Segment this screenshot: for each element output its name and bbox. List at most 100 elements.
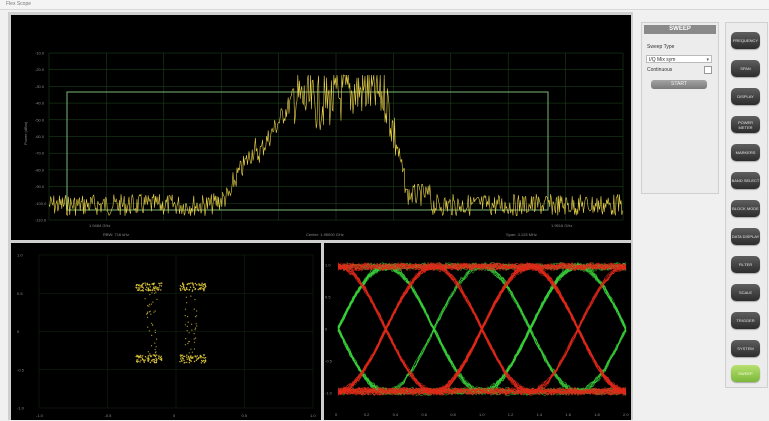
- eye-y-tick: 1.0: [325, 263, 331, 268]
- constellation-point: [140, 354, 142, 357]
- constellation-point: [203, 290, 205, 292]
- constellation-point: [140, 356, 142, 358]
- constellation-point: [136, 355, 139, 358]
- span-button[interactable]: SPAN: [731, 60, 760, 77]
- constellation-point: [193, 333, 195, 335]
- constellation-point: [196, 325, 198, 327]
- constellation-point: [200, 357, 202, 359]
- block-mode-button[interactable]: BLOCK MODE: [731, 200, 760, 217]
- constellation-point: [137, 284, 139, 286]
- eye-x-tick: 0.6: [421, 412, 427, 417]
- constellation-point: [146, 313, 148, 315]
- constellation-point: [147, 311, 149, 313]
- constellation-point: [160, 289, 162, 291]
- scale-button[interactable]: SCALE: [731, 284, 760, 301]
- constellation-point: [135, 355, 137, 358]
- constellation-point: [183, 286, 185, 288]
- filter-button[interactable]: FILTER: [731, 256, 760, 273]
- constellation-point: [191, 323, 193, 325]
- constellation-point: [150, 313, 152, 315]
- constellation-point: [148, 283, 151, 286]
- constellation-point: [145, 289, 147, 291]
- spectrum-span: Span: 3.125 MHz: [506, 232, 537, 237]
- constellation-point: [194, 282, 196, 285]
- constellation-point: [187, 315, 189, 318]
- trigger-button[interactable]: TRIGGER: [731, 312, 760, 329]
- frequency-button[interactable]: FREQUENCY: [731, 32, 760, 49]
- constellation-point: [147, 355, 149, 357]
- constellation-point: [186, 302, 188, 304]
- constellation-point: [138, 289, 140, 292]
- sweep-type-select[interactable]: I/Q Mix sym ▾: [646, 55, 712, 63]
- constellation-point: [195, 359, 197, 362]
- data-display-button[interactable]: DATA DISPLAY: [731, 228, 760, 245]
- constellation-point: [195, 356, 197, 358]
- constellation-point: [138, 288, 141, 290]
- display-button[interactable]: DISPLAY: [731, 88, 760, 105]
- eye-x-tick: 1.2: [508, 412, 514, 417]
- start-button[interactable]: START: [651, 80, 707, 89]
- constellation-point: [156, 288, 158, 290]
- constellation-point: [180, 358, 182, 360]
- constellation-plot[interactable]: 1.0 0.5 0 -0.5 -1.0 -1.0 -0.5 0 0.5 1.0: [11, 243, 321, 420]
- constellation-x-ticks: -1.0 -0.5 0 0.5 1.0: [36, 413, 316, 418]
- constellation-point: [154, 310, 156, 312]
- spectrum-grid: [48, 52, 624, 221]
- constellation-point: [190, 355, 192, 357]
- spectrum-y-tick: -80.0: [35, 167, 45, 172]
- constellation-point: [190, 282, 192, 284]
- eye-x-tick: 0.2: [364, 412, 370, 417]
- constellation-point: [158, 356, 160, 358]
- constellation-point: [179, 285, 182, 287]
- constellation-point: [160, 358, 163, 360]
- eye-x-tick: 2.0: [623, 412, 629, 417]
- constellation-point: [188, 358, 190, 360]
- sweep-button[interactable]: SWEEP: [731, 365, 760, 382]
- constellation-point: [147, 326, 149, 328]
- constellation-point: [135, 285, 137, 287]
- constellation-point: [146, 357, 148, 359]
- constellation-point: [198, 283, 200, 285]
- constellation-point: [136, 354, 138, 356]
- constellation-point: [194, 299, 196, 301]
- constellation-point: [199, 355, 202, 358]
- eye-trace: [337, 386, 627, 397]
- constellation-point: [200, 286, 202, 289]
- eye-x-tick: 1.6: [565, 412, 571, 417]
- eye-x-tick: 1.8: [594, 412, 600, 417]
- constellation-point: [141, 357, 144, 359]
- constellation-point: [149, 353, 151, 355]
- band-select-button[interactable]: BAND SELECT: [731, 172, 760, 189]
- spectrum-right-freq: 1.9516 GHz: [551, 223, 572, 228]
- constellation-point: [184, 355, 186, 358]
- sweep-type-value: I/Q Mix sym: [649, 57, 676, 63]
- constellation-point: [152, 354, 154, 356]
- markers-button[interactable]: MARKERS: [731, 144, 760, 161]
- constellation-point: [187, 355, 190, 358]
- power-meter-button[interactable]: POWER METER: [731, 116, 760, 133]
- constellation-point: [149, 361, 152, 364]
- spectrum-y-tick: -30.0: [35, 84, 45, 89]
- constellation-point: [184, 315, 186, 317]
- constellation-point: [139, 355, 141, 358]
- constellation-point: [158, 357, 160, 360]
- constellation-point: [153, 360, 155, 363]
- eye-diagram-plot[interactable]: 1.0 0.5 0 -0.5 -1.0 0 0.2 0.4 0.6 0.8 1.0 1.2 1.4 1.…: [324, 243, 631, 420]
- constellation-point: [145, 284, 147, 286]
- sweep-panel: SWEEP Sweep Type I/Q Mix sym ▾ Continuou…: [641, 22, 719, 194]
- constellation-point: [186, 325, 188, 327]
- constellation-point: [144, 298, 146, 300]
- constellation-point: [204, 359, 207, 361]
- constellation-point: [202, 284, 204, 286]
- continuous-checkbox[interactable]: [704, 66, 712, 74]
- constellation-point: [184, 344, 186, 346]
- constellation-y-tick: 0: [17, 329, 20, 334]
- constellation-point: [191, 357, 193, 359]
- constellation-point: [185, 287, 188, 289]
- constellation-point: [158, 282, 160, 285]
- constellation-point: [204, 283, 206, 285]
- system-button[interactable]: SYSTEM: [731, 340, 760, 357]
- constellation-point: [160, 355, 162, 357]
- constellation-point: [153, 282, 155, 284]
- spectrum-plot[interactable]: -10.0 -20.0 -30.0 -40.0 -50.0 -60.0 -70.0 -80.0…: [11, 15, 631, 240]
